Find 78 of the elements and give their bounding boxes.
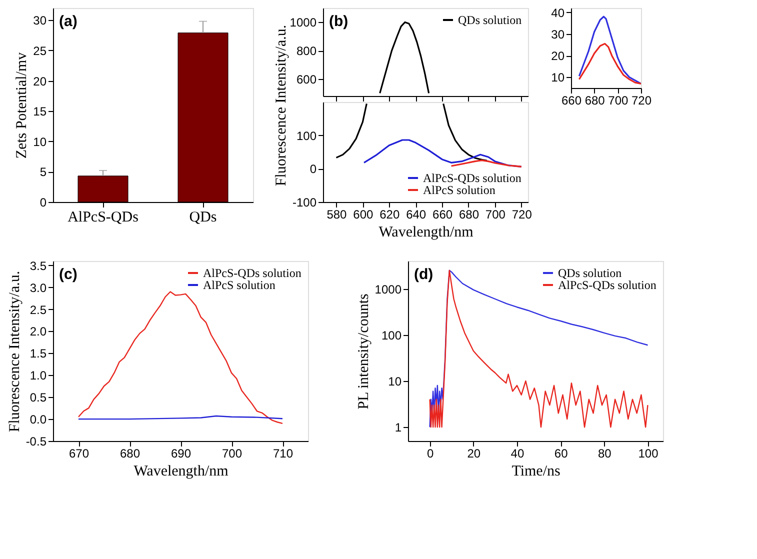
y-tick-label: 2.5 — [30, 302, 47, 317]
y-tick-label: 1.5 — [30, 346, 47, 361]
legend-label: AlPcS-QDs solution — [423, 171, 522, 185]
line-series — [578, 16, 641, 84]
x-tick-label: 700 — [608, 94, 628, 108]
y-tick-label: 0 — [40, 196, 47, 210]
y-tick-label: 0 — [310, 162, 317, 176]
x-axis-title: Wavelength/nm — [134, 464, 229, 480]
y-axis-title: PL intensity/counts — [356, 293, 372, 410]
x-tick-label: 40 — [510, 446, 524, 460]
y-tick-label: 10 — [551, 70, 565, 85]
y-axis-title: Zets Potential/mv — [14, 52, 30, 159]
y-tick-label: 0.0 — [30, 412, 47, 427]
x-axis-title: Wavelength/nm — [378, 224, 474, 240]
legend-label: AlPcS solution — [423, 183, 496, 197]
y-tick-label: -0.5 — [26, 434, 47, 448]
x-tick-label: 80 — [598, 446, 612, 460]
annotation: (d) — [414, 266, 434, 283]
y-tick-label: 30 — [33, 14, 47, 28]
legend-label: AlPcS solution — [203, 278, 276, 292]
legend-label: AlPcS-QDs solution — [558, 278, 656, 292]
x-tick-label: 700 — [485, 208, 506, 222]
y-tick-label: -100 — [292, 196, 317, 210]
y-tick-label: 3.5 — [30, 258, 47, 273]
legend-label: QDs solution — [458, 13, 522, 27]
y-tick-label: 25 — [33, 44, 47, 58]
y-tick-label: 10 — [33, 134, 47, 149]
x-tick-label: 720 — [631, 94, 652, 108]
x-tick-label: 680 — [458, 208, 480, 222]
x-tick-label: 680 — [584, 94, 606, 108]
x-tick-label: 680 — [120, 446, 140, 460]
legend-label: QDs solution — [558, 266, 622, 280]
y-tick-label: 40 — [551, 6, 565, 20]
x-tick-label: 700 — [222, 446, 242, 460]
x-tick-label: 100 — [638, 446, 659, 460]
y-tick-label: 2.0 — [30, 324, 47, 339]
x-tick-label: 20 — [467, 446, 481, 460]
y-tick-label: 1.0 — [30, 368, 47, 383]
y-tick-label: 20 — [33, 74, 47, 88]
x-tick-label: 60 — [554, 446, 568, 460]
y-tick-label: 3.0 — [30, 280, 47, 295]
x-tick-label: 0 — [426, 446, 434, 460]
y-axis-title: Fluorescence Intensity/a.u. — [273, 24, 290, 186]
y-tick-label: 100 — [381, 328, 402, 342]
y-tick-label: 800 — [296, 44, 317, 58]
x-tick-label: 670 — [68, 446, 90, 460]
x-tick-label: 580 — [326, 208, 348, 222]
y-tick-label: 15 — [33, 104, 47, 119]
x-tick-label: 690 — [170, 446, 192, 460]
x-tick-label: 620 — [380, 208, 400, 222]
y-tick-label: 10 — [388, 374, 402, 388]
y-tick-label: 600 — [296, 72, 317, 86]
y-tick-label: 1000 — [290, 16, 317, 30]
y-tick-label: 0.5 — [30, 390, 47, 405]
y-tick-label: 5 — [40, 165, 47, 180]
y-tick-label: 30 — [551, 27, 565, 42]
x-tick-label: 710 — [272, 446, 294, 460]
x-tick-label: QDs — [189, 210, 217, 226]
y-tick-label: 1000 — [374, 282, 402, 296]
line-series — [450, 160, 522, 168]
line-series — [78, 291, 284, 424]
x-tick-label: 660 — [432, 208, 453, 222]
y-axis-title: Fluorescence Intensity/a.u. — [6, 270, 23, 432]
x-tick-label: 600 — [353, 208, 374, 222]
legend-label: AlPcS-QDs solution — [203, 266, 302, 280]
annotation: (c) — [59, 266, 78, 283]
annotation: (a) — [59, 13, 78, 30]
line-series — [379, 21, 430, 94]
y-tick-label: 20 — [551, 49, 565, 64]
annotation: (b) — [329, 13, 348, 30]
x-tick-label: 640 — [406, 208, 426, 222]
y-tick-label: 100 — [296, 128, 317, 143]
x-tick-label: 660 — [561, 94, 582, 108]
line-series — [578, 42, 641, 84]
x-tick-label: AlPcS-QDs — [68, 210, 139, 226]
y-tick-label: 1 — [394, 420, 402, 435]
x-tick-label: 720 — [512, 208, 532, 222]
x-axis-title: Time/ns — [512, 464, 560, 480]
